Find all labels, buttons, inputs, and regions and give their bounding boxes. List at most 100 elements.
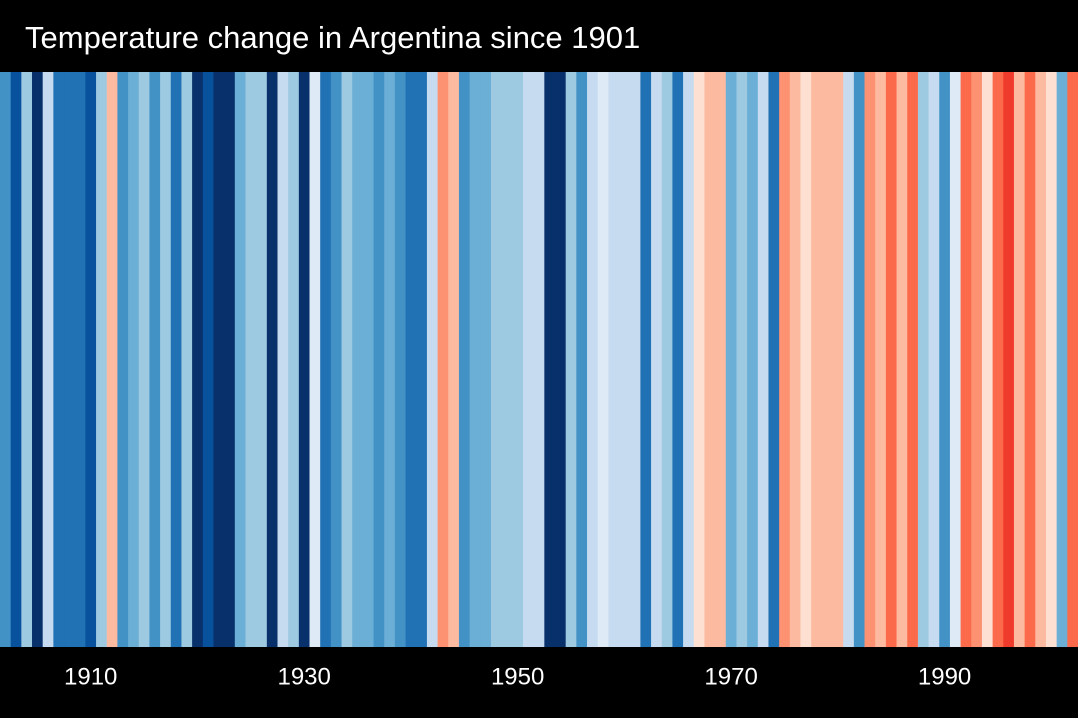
stripe [885,72,898,647]
stripe [651,72,663,647]
stripe [811,72,823,647]
stripe [394,72,407,647]
stripe [672,72,684,647]
stripe [224,72,236,647]
stripe [234,72,246,647]
stripe [288,72,300,647]
stripe [448,72,460,647]
stripe [533,72,545,647]
stripe [330,72,343,647]
stripe [160,72,172,647]
stripe [469,72,481,647]
stripe [53,72,65,647]
stripe [106,72,118,647]
stripe [907,72,919,647]
stripe [458,72,471,647]
stripe [85,72,97,647]
stripe [512,72,524,647]
stripe [725,72,737,647]
stripe [149,72,161,647]
stripe [1035,72,1047,647]
stripe [32,72,44,647]
stripe [373,72,385,647]
stripe [202,72,214,647]
stripe [320,72,332,647]
stripe [298,72,311,647]
stripe [875,72,887,647]
stripe [426,72,439,647]
x-tick-label: 1950 [491,663,544,690]
stripe [352,72,364,647]
stripe [42,72,54,647]
stripe [96,72,108,647]
stripe [0,72,12,647]
stripe [629,72,641,647]
stripe [10,72,22,647]
stripe [170,72,182,647]
x-tick-label: 1910 [64,663,117,690]
stripe [362,72,375,647]
stripe [693,72,705,647]
stripe [971,72,983,647]
stripe [736,72,748,647]
stripe [779,72,791,647]
stripe [181,72,193,647]
stripe [117,72,129,647]
stripe [384,72,396,647]
stripe [277,72,289,647]
stripe [949,72,962,647]
stripe [21,72,33,647]
stripe [597,72,609,647]
stripe [843,72,855,647]
stripe [960,72,972,647]
stripe [1045,72,1058,647]
stripe [213,72,225,647]
stripe [1013,72,1026,647]
stripe [981,72,994,647]
stripe [522,72,535,647]
stripe [768,72,780,647]
stripe [821,72,834,647]
stripe [192,72,204,647]
stripe [800,72,812,647]
stripe [992,72,1004,647]
stripe [555,72,567,647]
chart-title: Temperature change in Argentina since 19… [25,20,640,55]
stripe [640,72,652,647]
stripe [245,72,257,647]
stripe [501,72,513,647]
stripe [309,72,321,647]
stripe [490,72,503,647]
stripe [832,72,844,647]
x-tick-label: 1970 [704,663,757,690]
stripe [576,72,588,647]
stripe [416,72,428,647]
stripe [1056,72,1068,647]
stripe [138,72,150,647]
stripe [480,72,492,647]
stripe [587,72,599,647]
stripe [715,72,727,647]
stripe [661,72,673,647]
stripe [896,72,908,647]
x-tick-label: 1930 [277,663,330,690]
stripe [437,72,449,647]
stripe [864,72,876,647]
stripe [565,72,577,647]
x-tick-label: 1990 [918,663,971,690]
stripe [256,72,268,647]
stripe [853,72,866,647]
stripe [74,72,86,647]
stripe [266,72,279,647]
stripe [341,72,353,647]
stripe [1003,72,1015,647]
stripe [608,72,620,647]
stripe [917,72,930,647]
stripe [405,72,417,647]
stripe [683,72,695,647]
stripe [128,72,140,647]
stripe [789,72,801,647]
stripe [544,72,556,647]
stripe [928,72,940,647]
